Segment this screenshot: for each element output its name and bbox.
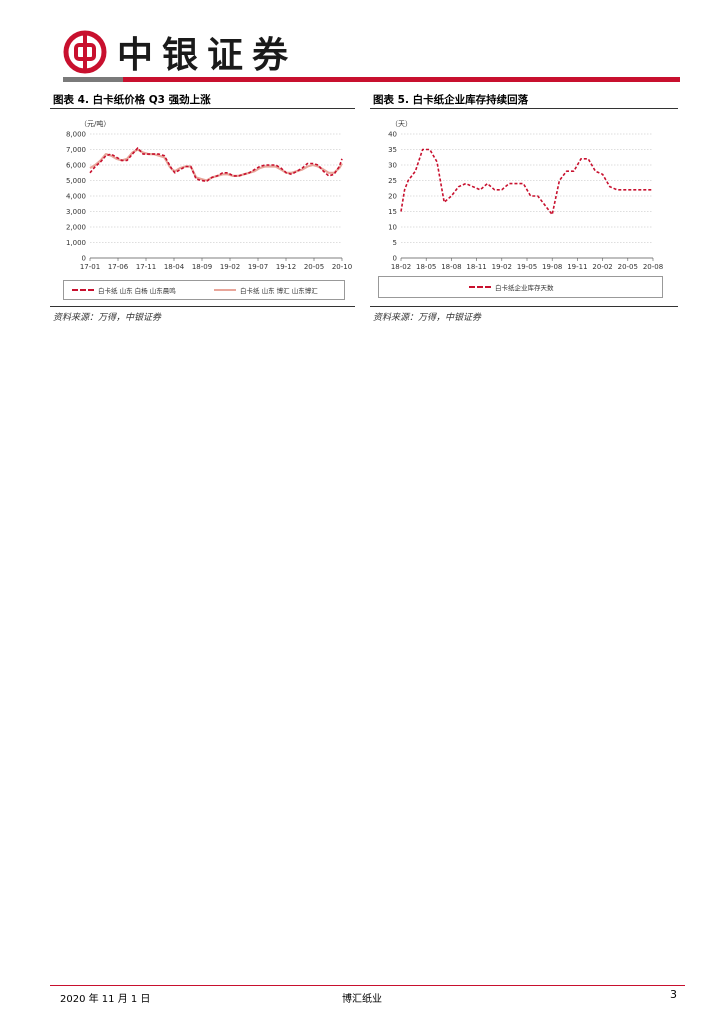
price-chart-x-tick-label: 19-07 (248, 263, 268, 271)
figure-4-title: 图表 4. 白卡纸价格 Q3 强劲上涨 (53, 94, 211, 106)
price-chart-x-tick-label: 20-05 (304, 263, 324, 271)
inventory-chart-x-tick-label: 19-02 (492, 263, 512, 271)
price-chart-legend: 白卡纸 山东 白杨 山东晨鸣 白卡纸 山东 博汇 山东博汇 (63, 280, 345, 300)
footer-company: 博汇纸业 (342, 994, 382, 1005)
price-chart-x-tick-label: 18-04 (164, 263, 185, 271)
legend-label-chenming: 白卡纸 山东 白杨 山东晨鸣 (98, 287, 176, 295)
price-chart-y-tick-label: 2,000 (66, 224, 86, 232)
inventory-chart-y-tick-label: 20 (388, 193, 397, 201)
price-chart-y-tick-label: 0 (82, 255, 86, 263)
inventory-chart-y-tick-label: 10 (388, 224, 397, 232)
legend-item-inventory: 白卡纸企业库存天数 (469, 282, 554, 292)
inventory-chart-x-tick-label: 19-05 (517, 263, 537, 271)
price-chart-y-tick-label: 8,000 (66, 131, 86, 139)
figure-5-title-rule (370, 108, 678, 109)
price-chart-y-tick-label: 5,000 (66, 177, 86, 185)
legend-item-bohui: 白卡纸 山东 博汇 山东博汇 (214, 285, 318, 295)
inventory-chart-y-tick-label: 0 (393, 255, 397, 263)
header-bar-grey (63, 77, 123, 82)
figure-5-source: 资料来源：万得，中银证券 (373, 313, 482, 323)
price-chart-x-tick-label: 17-11 (136, 263, 156, 271)
inventory-chart-series-line (400, 148, 653, 216)
price-chart-y-tick-label: 4,000 (66, 193, 86, 201)
inventory-chart-x-tick-label: 19-08 (542, 263, 562, 271)
price-chart-x-tick-label: 17-06 (108, 263, 129, 271)
footer-date: 2020 年 11 月 1 日 (60, 994, 151, 1005)
inventory-chart-x-tick-label: 19-11 (567, 263, 587, 271)
price-chart-unit-label: （元/吨） (80, 119, 110, 128)
legend-swatch-chenming (72, 289, 94, 291)
inventory-chart-legend: 白卡纸企业库存天数 (378, 276, 663, 298)
figure-5-title: 图表 5. 白卡纸企业库存持续回落 (373, 94, 529, 106)
figure-4-title-rule (50, 108, 355, 109)
inventory-chart-unit-label: （天） (391, 120, 412, 128)
inventory-chart-x-tick-label: 20-08 (643, 263, 663, 271)
inventory-chart-y-tick-label: 40 (388, 131, 397, 139)
inventory-chart-y-tick-label: 35 (388, 146, 397, 154)
inventory-chart-y-tick-label: 30 (388, 162, 397, 170)
legend-label-inventory: 白卡纸企业库存天数 (495, 284, 554, 292)
price-chart-x-tick-label: 17-01 (80, 263, 100, 271)
bank-of-china-logo-icon (63, 30, 107, 74)
price-chart-series-line (89, 147, 343, 183)
inventory-line-chart: （天） 0 5 10 15 20 25 30 35 40 18-02 18-05 18-08 18-11 1… (388, 120, 663, 271)
price-line-chart: （元/吨） 0 1,000 2,000 3,000 4,000 5,000 6,000 7,00… (66, 119, 352, 271)
figure-5-bottom-rule (370, 306, 678, 307)
inventory-chart-x-tick-label: 18-05 (416, 263, 436, 271)
price-chart-y-tick-label: 7,000 (66, 146, 86, 154)
price-chart-y-tick-label: 6,000 (66, 162, 86, 170)
inventory-chart-y-tick-label: 25 (388, 177, 397, 185)
price-chart-y-tick-label: 3,000 (66, 208, 86, 216)
legend-swatch-bohui (214, 289, 236, 291)
price-chart-y-tick-label: 1,000 (66, 239, 86, 247)
price-chart-x-tick-label: 19-12 (276, 263, 296, 271)
header-bar-red (123, 77, 680, 82)
inventory-chart-x-tick-label: 20-02 (592, 263, 612, 271)
inventory-chart-x-tick-label: 20-05 (618, 263, 638, 271)
price-chart-x-tick-label: 20-10 (332, 263, 352, 271)
brand-logo: 中银证券 (63, 30, 297, 76)
price-chart-x-tick-label: 18-09 (192, 263, 212, 271)
inventory-chart-y-tick-label: 15 (388, 208, 397, 216)
footer-rule (50, 985, 685, 986)
price-chart-x-tick-label: 19-02 (220, 263, 240, 271)
page-number: 3 (670, 988, 677, 1001)
legend-label-bohui: 白卡纸 山东 博汇 山东博汇 (240, 287, 318, 295)
inventory-chart-y-tick-label: 5 (393, 239, 397, 247)
figure-4-source: 资料来源：万得，中银证券 (53, 313, 162, 323)
inventory-chart-x-tick-label: 18-11 (466, 263, 486, 271)
inventory-chart-x-tick-label: 18-08 (441, 263, 461, 271)
inventory-chart-x-tick-label: 18-02 (391, 263, 411, 271)
legend-item-chenming: 白卡纸 山东 白杨 山东晨鸣 (72, 285, 176, 295)
brand-name: 中银证券 (117, 34, 298, 76)
figure-4-bottom-rule (50, 306, 355, 307)
legend-swatch-inventory (469, 286, 491, 288)
